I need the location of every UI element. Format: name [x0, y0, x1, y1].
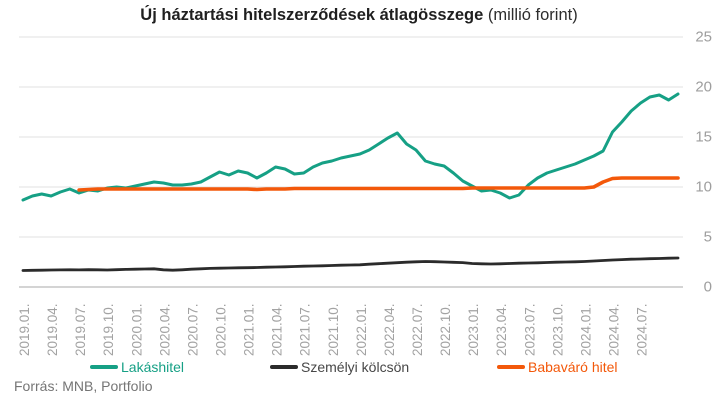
x-tick-label-202104: 2021.04.	[270, 303, 285, 356]
y-tick-label-15: 15	[695, 129, 712, 146]
x-tick-label-202310: 2023.10.	[550, 303, 565, 356]
y-tick-label-0: 0	[704, 279, 712, 296]
source-note: Forrás: MNB, Portfolio	[14, 378, 153, 394]
x-tick-label-201907: 2019.07.	[73, 303, 88, 356]
chart-legend: Lakáshitel Személyi kölcsön Babaváró hit…	[0, 359, 718, 379]
series-line-2	[77, 176, 680, 192]
x-tick-label-202004: 2020.04.	[157, 303, 172, 356]
chart-title-unit: (millió forint)	[487, 6, 578, 24]
x-tick-label-202407: 2024.07.	[635, 303, 650, 356]
x-tick-label-202204: 2022.04.	[382, 303, 397, 356]
x-tick-label-202307: 2023.07.	[522, 303, 537, 356]
x-tick-label-202107: 2021.07.	[298, 303, 313, 356]
x-tick-label-202110: 2021.10.	[326, 303, 341, 356]
legend-item-lakashitel: Lakáshitel	[90, 359, 184, 375]
x-tick-label-201904: 2019.04.	[45, 303, 60, 356]
series-line-0	[21, 92, 680, 202]
y-tick-label-10: 10	[695, 179, 712, 196]
x-tick-label-202304: 2023.04.	[494, 303, 509, 356]
x-tick-label-202001: 2020.01.	[129, 303, 144, 356]
x-tick-label-201901: 2019.01.	[17, 303, 32, 356]
chart-title: Új háztartási hitelszerződések átlagössz…	[0, 6, 718, 25]
x-tick-label-201910: 2019.10.	[101, 303, 116, 356]
legend-swatch-szemelyi-kolcson	[270, 365, 298, 369]
legend-item-babavaro-hitel: Babaváró hitel	[497, 359, 618, 375]
x-tick-label-202404: 2024.04.	[607, 303, 622, 356]
legend-item-szemelyi-kolcson: Személyi kölcsön	[270, 359, 409, 375]
x-tick-label-202101: 2021.01.	[242, 303, 257, 356]
x-tick-label-202401: 2024.01.	[578, 303, 593, 356]
x-tick-label-202010: 2020.10.	[214, 303, 229, 356]
legend-swatch-lakashitel	[90, 365, 118, 369]
legend-swatch-babavaro-hitel	[497, 365, 525, 369]
x-tick-label-202207: 2022.07.	[410, 303, 425, 356]
legend-label-szemelyi-kolcson: Személyi kölcsön	[301, 359, 410, 375]
series-line-1	[21, 256, 680, 272]
chart-title-main: Új háztartási hitelszerződések átlagössz…	[140, 6, 484, 24]
x-tick-label-202201: 2022.01.	[354, 303, 369, 356]
legend-label-babavaro-hitel: Babaváró hitel	[528, 359, 618, 375]
legend-label-lakashitel: Lakáshitel	[121, 359, 185, 375]
x-tick-label-202210: 2022.10.	[438, 303, 453, 356]
y-tick-label-20: 20	[695, 79, 712, 96]
y-tick-label-5: 5	[704, 229, 712, 246]
x-tick-label-202007: 2020.07.	[185, 303, 200, 356]
y-tick-label-25: 25	[695, 29, 712, 46]
x-tick-label-202301: 2023.01.	[466, 303, 481, 356]
